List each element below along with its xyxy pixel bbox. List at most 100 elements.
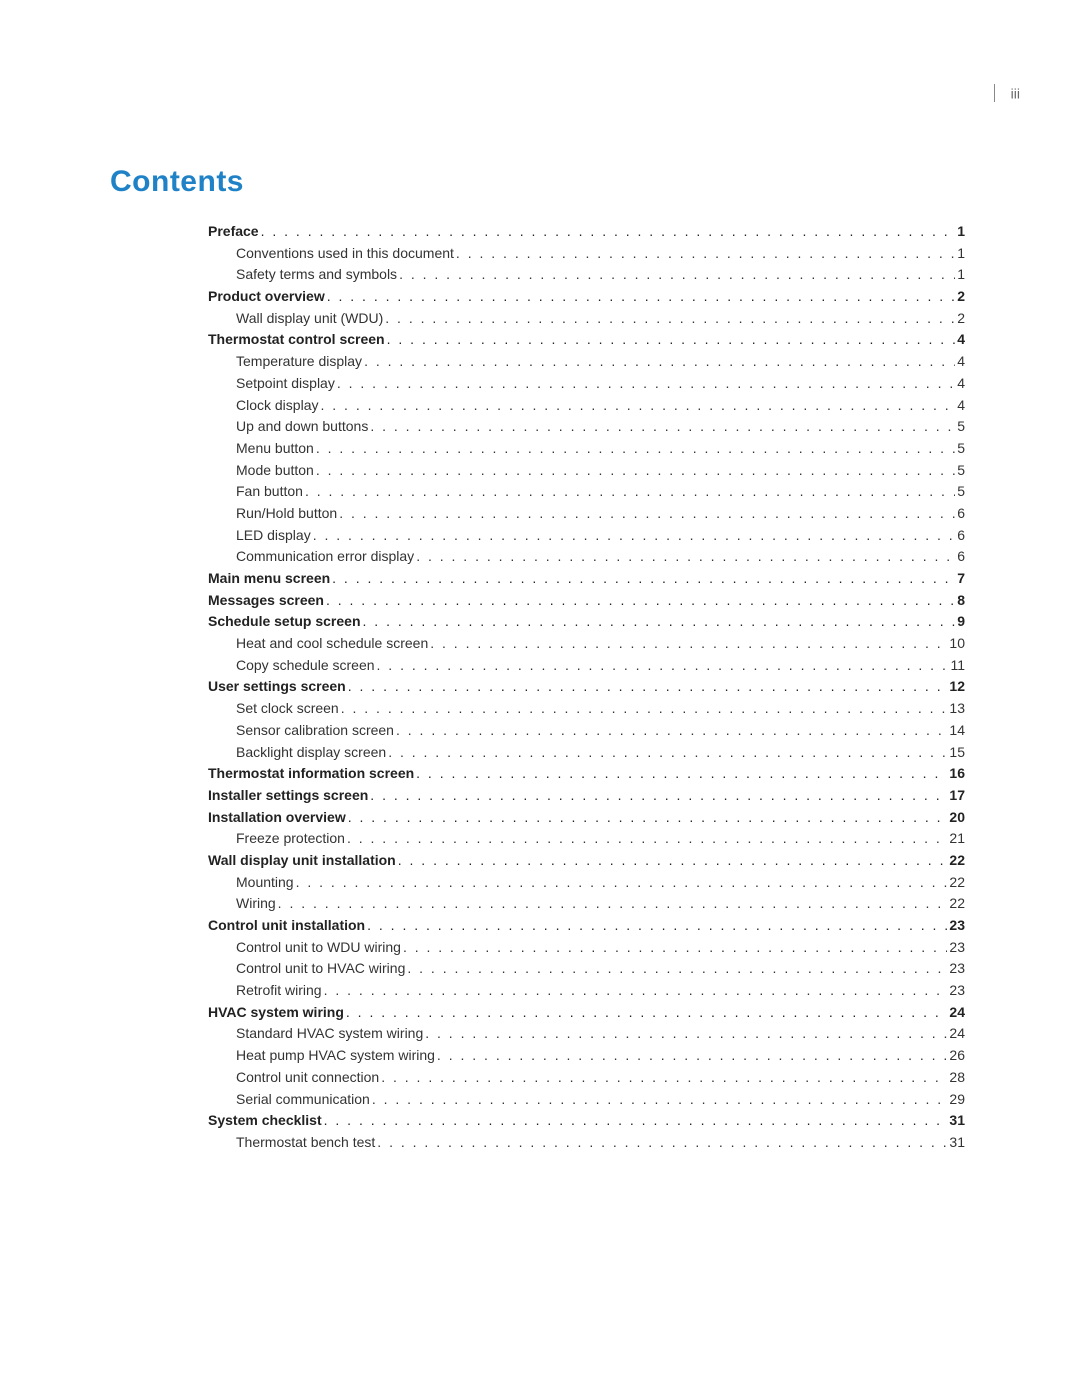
toc-entry-label: Safety terms and symbols xyxy=(236,264,397,286)
toc-row[interactable]: Run/Hold button6 xyxy=(208,503,965,525)
toc-dot-leader xyxy=(397,264,955,286)
page-number-label: iii xyxy=(1011,85,1020,101)
toc-dot-leader xyxy=(322,1110,948,1132)
toc-dot-leader xyxy=(394,720,947,742)
toc-entry-label: Heat pump HVAC system wiring xyxy=(236,1045,435,1067)
toc-row[interactable]: Control unit to WDU wiring23 xyxy=(208,937,965,959)
toc-row[interactable]: Thermostat information screen16 xyxy=(208,763,965,785)
toc-row[interactable]: Thermostat bench test31 xyxy=(208,1132,965,1154)
toc-entry-page: 4 xyxy=(955,395,965,417)
toc-entry-label: System checklist xyxy=(208,1110,322,1132)
toc-dot-leader xyxy=(344,1002,948,1024)
toc-dot-leader xyxy=(375,1132,947,1154)
toc-entry-page: 1 xyxy=(955,243,965,265)
toc-row[interactable]: Retrofit wiring23 xyxy=(208,980,965,1002)
toc-dot-leader xyxy=(339,698,948,720)
toc-row[interactable]: Product overview 2 xyxy=(208,286,965,308)
toc-row[interactable]: Control unit installation23 xyxy=(208,915,965,937)
toc-entry-label: Copy schedule screen xyxy=(236,655,375,677)
toc-row[interactable]: Conventions used in this document1 xyxy=(208,243,965,265)
toc-row[interactable]: Wiring22 xyxy=(208,893,965,915)
toc-entry-page: 8 xyxy=(955,590,965,612)
toc-row[interactable]: Thermostat control screen 4 xyxy=(208,329,965,351)
toc-entry-page: 23 xyxy=(947,958,965,980)
toc-dot-leader xyxy=(276,893,948,915)
toc-entry-label: Retrofit wiring xyxy=(236,980,322,1002)
toc-row[interactable]: Control unit connection28 xyxy=(208,1067,965,1089)
toc-dot-leader xyxy=(318,395,955,417)
toc-entry-label: Thermostat control screen xyxy=(208,329,385,351)
toc-row[interactable]: Standard HVAC system wiring24 xyxy=(208,1023,965,1045)
toc-row[interactable]: Wall display unit installation 22 xyxy=(208,850,965,872)
toc-row[interactable]: Menu button5 xyxy=(208,438,965,460)
toc-entry-page: 2 xyxy=(955,286,965,308)
toc-row[interactable]: Messages screen8 xyxy=(208,590,965,612)
toc-dot-leader xyxy=(414,763,947,785)
toc-dot-leader xyxy=(435,1045,948,1067)
toc-entry-label: Thermostat bench test xyxy=(236,1132,375,1154)
toc-row[interactable]: Fan button5 xyxy=(208,481,965,503)
toc-row[interactable]: Wall display unit (WDU)2 xyxy=(208,308,965,330)
toc-row[interactable]: Temperature display4 xyxy=(208,351,965,373)
toc-entry-label: Backlight display screen xyxy=(236,742,386,764)
toc-entry-page: 22 xyxy=(947,850,965,872)
toc-row[interactable]: Main menu screen7 xyxy=(208,568,965,590)
toc-row[interactable]: HVAC system wiring24 xyxy=(208,1002,965,1024)
toc-entry-label: Preface xyxy=(208,221,259,243)
toc-row[interactable]: Mode button5 xyxy=(208,460,965,482)
toc-row[interactable]: Heat pump HVAC system wiring26 xyxy=(208,1045,965,1067)
toc-entry-page: 4 xyxy=(955,329,965,351)
toc-row[interactable]: Preface1 xyxy=(208,221,965,243)
toc-row[interactable]: Sensor calibration screen14 xyxy=(208,720,965,742)
toc-entry-label: Product overview xyxy=(208,286,325,308)
toc-entry-page: 6 xyxy=(955,503,965,525)
toc-dot-leader xyxy=(383,308,955,330)
toc-entry-label: Standard HVAC system wiring xyxy=(236,1023,423,1045)
toc-dot-leader xyxy=(370,1089,948,1111)
toc-row[interactable]: Clock display4 xyxy=(208,395,965,417)
toc-entry-page: 5 xyxy=(955,481,965,503)
toc-row[interactable]: Control unit to HVAC wiring23 xyxy=(208,958,965,980)
toc-row[interactable]: Installer settings screen17 xyxy=(208,785,965,807)
toc-row[interactable]: LED display6 xyxy=(208,525,965,547)
toc-dot-leader xyxy=(385,329,956,351)
toc-entry-label: Freeze protection xyxy=(236,828,345,850)
toc-entry-label: Control unit to WDU wiring xyxy=(236,937,401,959)
toc-dot-leader xyxy=(375,655,949,677)
toc-entry-label: Heat and cool schedule screen xyxy=(236,633,428,655)
table-of-contents: Preface1Conventions used in this documen… xyxy=(208,221,965,1154)
toc-row[interactable]: Freeze protection21 xyxy=(208,828,965,850)
toc-row[interactable]: Safety terms and symbols1 xyxy=(208,264,965,286)
toc-row[interactable]: Backlight display screen15 xyxy=(208,742,965,764)
toc-row[interactable]: Heat and cool schedule screen10 xyxy=(208,633,965,655)
toc-entry-label: Menu button xyxy=(236,438,314,460)
toc-entry-page: 6 xyxy=(955,546,965,568)
toc-entry-label: Up and down buttons xyxy=(236,416,368,438)
toc-entry-label: Main menu screen xyxy=(208,568,330,590)
toc-entry-page: 29 xyxy=(947,1089,965,1111)
toc-row[interactable]: Up and down buttons 5 xyxy=(208,416,965,438)
toc-entry-page: 5 xyxy=(955,416,965,438)
toc-entry-label: Set clock screen xyxy=(236,698,339,720)
toc-dot-leader xyxy=(423,1023,947,1045)
toc-entry-label: Wall display unit installation xyxy=(208,850,396,872)
toc-row[interactable]: Installation overview20 xyxy=(208,807,965,829)
toc-row[interactable]: System checklist31 xyxy=(208,1110,965,1132)
toc-entry-label: Wiring xyxy=(236,893,276,915)
toc-row[interactable]: Copy schedule screen11 xyxy=(208,655,965,677)
toc-row[interactable]: Mounting22 xyxy=(208,872,965,894)
contents-heading: Contents xyxy=(110,165,985,199)
toc-entry-label: Temperature display xyxy=(236,351,362,373)
toc-row[interactable]: Set clock screen13 xyxy=(208,698,965,720)
toc-row[interactable]: User settings screen12 xyxy=(208,676,965,698)
toc-entry-label: Communication error display xyxy=(236,546,414,568)
toc-entry-page: 22 xyxy=(947,872,965,894)
toc-dot-leader xyxy=(259,221,956,243)
toc-dot-leader xyxy=(428,633,947,655)
toc-row[interactable]: Communication error display 6 xyxy=(208,546,965,568)
page-number-separator xyxy=(994,84,995,102)
toc-row[interactable]: Schedule setup screen9 xyxy=(208,611,965,633)
toc-row[interactable]: Serial communication29 xyxy=(208,1089,965,1111)
toc-row[interactable]: Setpoint display4 xyxy=(208,373,965,395)
toc-entry-page: 4 xyxy=(955,373,965,395)
